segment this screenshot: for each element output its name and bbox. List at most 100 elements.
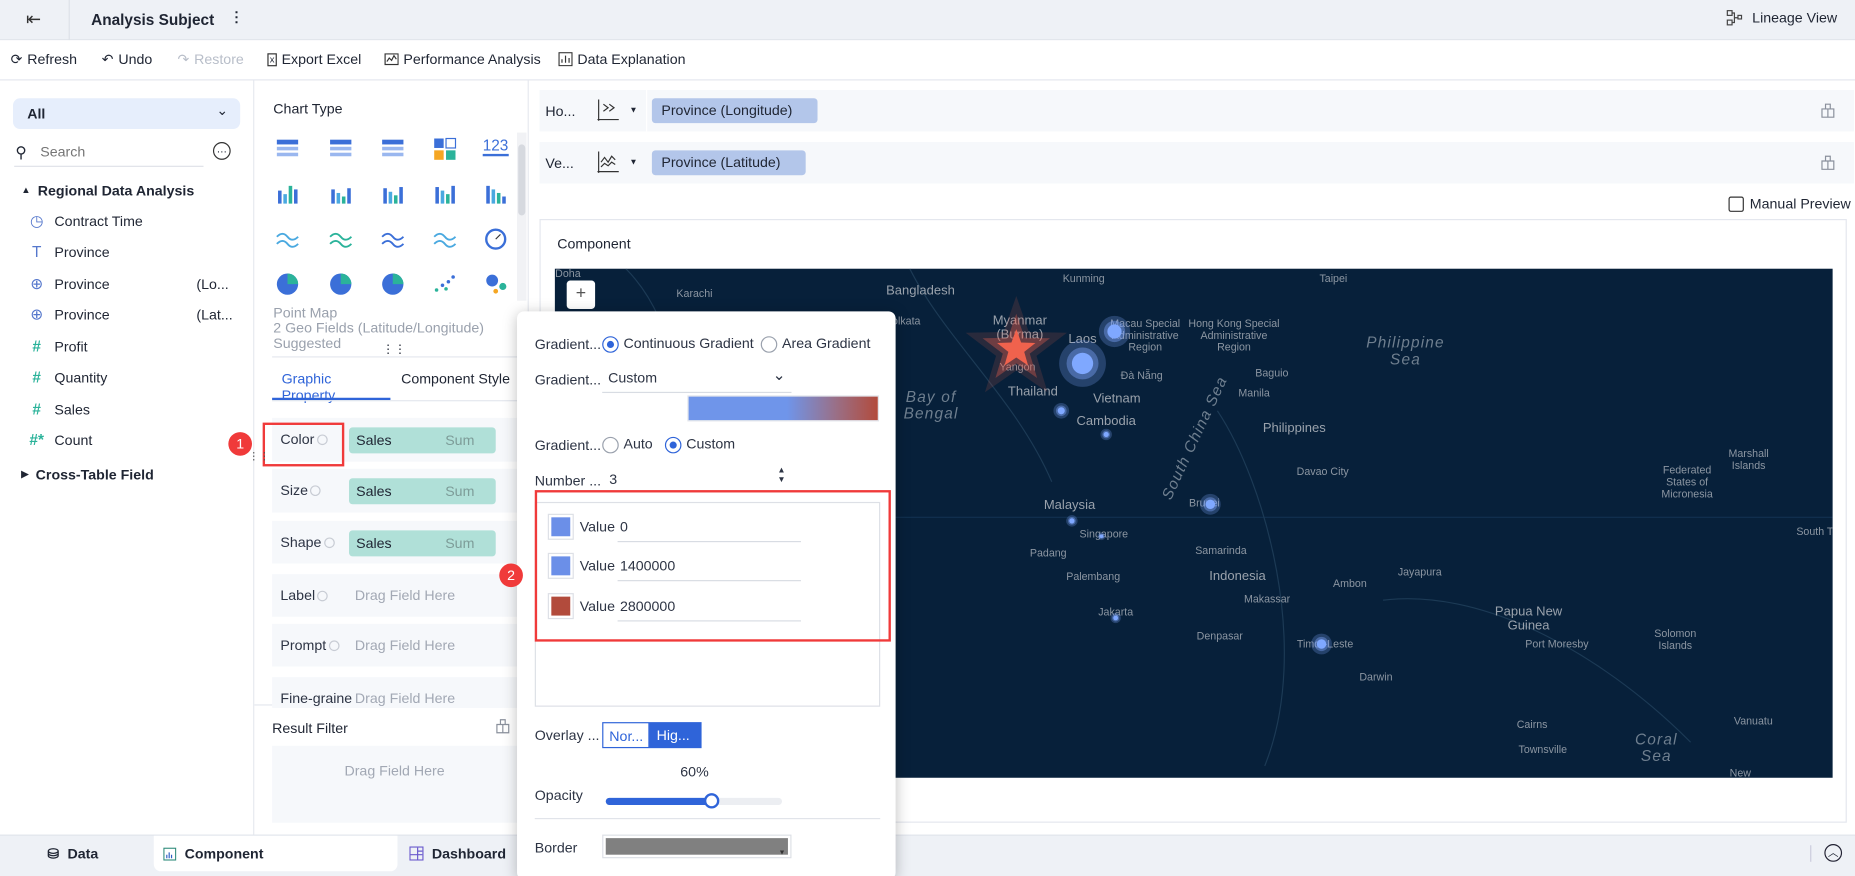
chart-type-waterfall-icon[interactable] xyxy=(483,181,509,207)
chart-type-grouped-bar-icon[interactable] xyxy=(274,181,300,207)
chart-type-detail-table-icon[interactable] xyxy=(380,136,406,162)
stop-value-input[interactable]: 0 xyxy=(617,516,801,543)
result-filter-dropzone[interactable]: Drag Field Here xyxy=(272,745,518,823)
gear-icon[interactable] xyxy=(310,485,322,497)
radio-custom[interactable]: Custom xyxy=(664,436,735,454)
field-item[interactable]: T Province xyxy=(28,243,110,261)
undo-button[interactable]: ↶ Undo xyxy=(102,51,153,68)
restore-button[interactable]: ↷ Restore xyxy=(177,51,243,68)
tab-component[interactable]: Component xyxy=(153,835,398,872)
gear-icon[interactable] xyxy=(316,434,328,446)
stop-color-picker[interactable] xyxy=(547,593,574,620)
overlay-highlight-button[interactable]: Hig... xyxy=(649,722,702,749)
field-item[interactable]: #* Count xyxy=(28,431,92,449)
map-highlight-star[interactable] xyxy=(997,329,1036,366)
chart-type-number-icon[interactable]: 123 xyxy=(482,136,509,162)
stop-value-input[interactable]: 1400000 xyxy=(617,555,801,582)
field-tag[interactable]: Sales Sum xyxy=(349,478,496,505)
gradient-scheme-select[interactable]: Custom ⌄ xyxy=(602,366,792,394)
field-item[interactable]: # Profit xyxy=(28,337,87,355)
stop-color-picker[interactable] xyxy=(547,513,574,540)
stop-color-picker[interactable] xyxy=(547,552,574,579)
chart-type-ring-icon[interactable] xyxy=(380,271,406,297)
horizontal-field-pill[interactable]: Province (Longitude) xyxy=(651,98,818,124)
filter-settings-icon[interactable] xyxy=(496,719,510,734)
chart-type-horizontal-bar-icon[interactable] xyxy=(432,181,458,207)
more-menu-icon[interactable]: ⋮ xyxy=(229,8,244,25)
dataset-filter-select[interactable]: All ⌄ xyxy=(13,98,241,130)
chart-type-cross-table-icon[interactable] xyxy=(328,136,354,162)
collapse-up-icon[interactable]: ︿ xyxy=(1824,844,1843,862)
field-item[interactable]: # Quantity xyxy=(28,368,107,386)
slider-handle[interactable] xyxy=(704,793,720,809)
map-point[interactable] xyxy=(1059,339,1106,387)
chart-type-stacked-bar-icon[interactable] xyxy=(380,181,406,207)
data-explanation-button[interactable]: Data Explanation xyxy=(558,51,685,67)
map-point[interactable] xyxy=(1066,515,1078,527)
chart-type-bubble-icon[interactable] xyxy=(483,271,509,297)
axis-settings-icon[interactable] xyxy=(1821,103,1835,118)
chart-type-rose-pie-icon[interactable] xyxy=(328,271,354,297)
map-point[interactable] xyxy=(1053,402,1070,419)
field-item[interactable]: # Sales xyxy=(28,400,90,418)
map-point[interactable] xyxy=(1097,532,1106,541)
field-item[interactable]: ⊕ Province (Lo... xyxy=(28,275,229,294)
field-group-regional[interactable]: ▲ Regional Data Analysis xyxy=(21,182,194,199)
tab-dashboard[interactable]: Dashboard xyxy=(409,836,506,872)
chart-type-radar-icon[interactable] xyxy=(380,226,406,252)
map-point[interactable] xyxy=(1100,428,1112,441)
tab-data[interactable]: ⛁ Data xyxy=(47,836,98,872)
exit-icon[interactable]: ⇤ xyxy=(26,9,41,30)
property-row-shape[interactable]: Shape Sales Sum xyxy=(272,520,518,564)
property-row-label[interactable]: Label Drag Field Here xyxy=(272,574,518,617)
opacity-slider[interactable] xyxy=(605,793,783,809)
axis-type-dropdown[interactable]: ▼ xyxy=(594,96,646,126)
overlay-normal-button[interactable]: Nor... xyxy=(602,722,650,749)
search-input[interactable] xyxy=(40,143,195,160)
search-field[interactable]: ⚲ xyxy=(14,141,204,167)
chart-type-table-icon[interactable] xyxy=(274,136,300,162)
field-item[interactable]: ◷ Contract Time xyxy=(28,212,143,231)
gear-icon[interactable] xyxy=(323,537,335,549)
chart-type-area-icon[interactable] xyxy=(432,226,458,252)
chart-type-scatter-icon[interactable] xyxy=(432,271,458,297)
chart-type-multi-line-icon[interactable] xyxy=(328,226,354,252)
property-row-color[interactable]: Color Sales Sum xyxy=(272,417,518,462)
gear-icon[interactable] xyxy=(328,640,340,652)
chart-type-pie-icon[interactable] xyxy=(274,271,300,297)
radio-continuous-gradient[interactable]: Continuous Gradient xyxy=(602,335,754,353)
field-tag[interactable]: Sales Sum xyxy=(349,427,496,454)
border-color-picker[interactable]: ▼ xyxy=(602,834,792,859)
manual-preview-checkbox[interactable]: Manual Preview xyxy=(1728,195,1851,212)
more-options-icon[interactable]: … xyxy=(212,142,231,160)
resize-handle[interactable]: ⋮⋮ xyxy=(382,343,406,357)
map-point[interactable] xyxy=(1311,633,1332,655)
field-tag[interactable]: Sales Sum xyxy=(349,530,496,557)
map-point[interactable] xyxy=(1110,612,1121,624)
chart-type-block-icon[interactable] xyxy=(432,136,458,162)
lineage-view-button[interactable]: Lineage View xyxy=(1726,9,1837,26)
chart-type-bar-icon[interactable] xyxy=(328,181,354,207)
performance-analysis-button[interactable]: Performance Analysis xyxy=(384,51,541,67)
field-group-cross-table[interactable]: ▶ Cross-Table Field xyxy=(21,466,153,483)
vertical-field-pill[interactable]: Province (Latitude) xyxy=(651,150,806,176)
export-excel-button[interactable]: x Export Excel xyxy=(267,51,361,67)
radio-area-gradient[interactable]: Area Gradient xyxy=(760,335,870,353)
property-row-fine-grained[interactable]: Fine-grainedDrag Field Here xyxy=(272,677,518,708)
radio-auto[interactable]: Auto xyxy=(602,436,653,454)
field-item[interactable]: ⊕ Province (Lat... xyxy=(28,305,232,324)
chart-type-scrollbar[interactable] xyxy=(517,132,527,301)
axis-type-dropdown[interactable]: ▼ xyxy=(594,148,646,178)
map-point[interactable] xyxy=(1098,315,1131,348)
axis-settings-icon[interactable] xyxy=(1821,155,1835,170)
tab-component-style[interactable]: Component Style xyxy=(401,371,510,388)
stepper-arrows-icon[interactable]: ▲ ▼ xyxy=(777,466,786,485)
zoom-in-button[interactable]: + xyxy=(566,280,596,309)
tab-graphic-property[interactable]: Graphic Property xyxy=(272,367,391,404)
map-point[interactable] xyxy=(1199,493,1221,515)
resize-handle[interactable]: ⋮⋮ xyxy=(248,449,270,462)
chart-type-line-icon[interactable] xyxy=(274,226,300,252)
chart-type-gauge-icon[interactable] xyxy=(483,226,509,252)
property-row-size[interactable]: Size Sales Sum xyxy=(272,468,518,513)
property-row-prompt[interactable]: Prompt Drag Field Here xyxy=(272,623,518,667)
